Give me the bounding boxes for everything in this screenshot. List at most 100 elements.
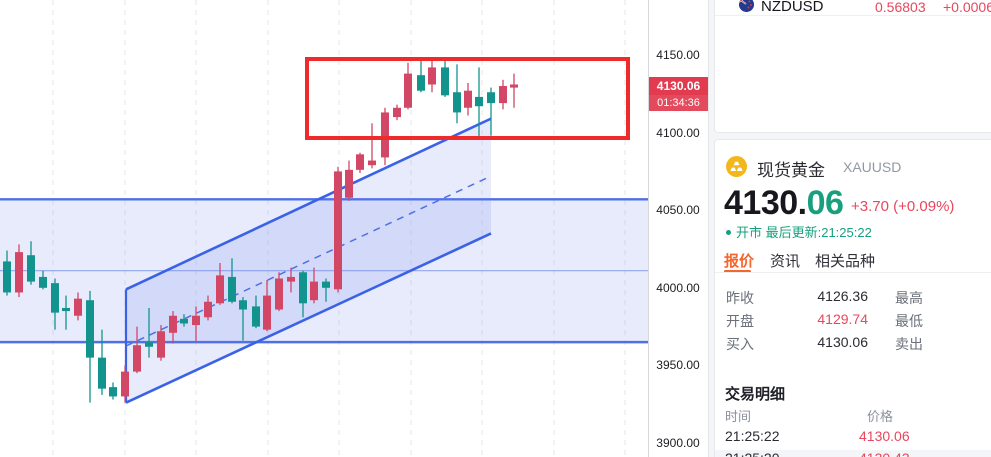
instrument-panel: 现货黄金 XAUUSD 4130.06 +3.70 (+0.09%) 开市 最后… xyxy=(714,139,991,457)
tab-news[interactable]: 资讯 xyxy=(770,253,801,270)
candle-body xyxy=(322,281,330,288)
candle-body xyxy=(453,92,461,113)
active-tab-underline xyxy=(724,270,751,273)
panel-tabs: 报价 资讯 相关品种 xyxy=(715,250,991,273)
price-tick-label: 4150.00 xyxy=(656,48,700,62)
open-status-dot xyxy=(726,230,731,235)
price-change: +3.70 (+0.09%) xyxy=(851,198,955,215)
candle-body xyxy=(204,301,212,318)
last-price: 4130.06 xyxy=(724,184,844,223)
candle-body xyxy=(180,318,188,324)
candles-group[interactable] xyxy=(3,58,518,403)
market-status-text: 开市 最后更新:21:25:22 xyxy=(736,225,872,240)
price-tick-label: 3900.00 xyxy=(656,436,700,450)
watchlist-symbol: NZDUSD xyxy=(761,0,824,15)
trades-col-price: 价格 xyxy=(867,409,894,424)
candlestick-chart[interactable] xyxy=(0,0,648,457)
candle-body xyxy=(39,276,47,288)
candle-body xyxy=(74,298,82,316)
last-price-int: 4130. xyxy=(724,184,807,222)
quote-value: 4130.06 xyxy=(817,334,868,350)
candle-body xyxy=(239,300,247,310)
badge-countdown-label: 01:34:36 xyxy=(649,94,708,111)
candle-body xyxy=(499,86,507,104)
candle-body xyxy=(393,107,401,118)
candle-body xyxy=(428,67,436,85)
candle-body xyxy=(263,295,271,330)
tab-quote[interactable]: 报价 xyxy=(724,253,755,270)
quote-label: 买入 xyxy=(726,336,754,352)
candle-body xyxy=(192,315,200,326)
candle-body xyxy=(381,112,389,158)
channel-top-line xyxy=(125,117,492,291)
current-price-badge: 4130.06 01:34:36 xyxy=(649,76,708,111)
candle-body xyxy=(15,252,23,293)
trade-time: 21:25:22 xyxy=(725,428,780,444)
tab-related[interactable]: 相关品种 xyxy=(815,253,876,270)
last-price-frac: 06 xyxy=(806,184,844,222)
sidebar-region: NZDUSD 0.56803 +0.00065 现货黄金 XAUUSD 4130… xyxy=(708,0,991,457)
trade-price: 4130.06 xyxy=(859,428,910,444)
candle-body xyxy=(356,154,364,170)
watchlist-price: 0.56803 xyxy=(875,0,926,15)
trade-time: 21:25:20 xyxy=(725,450,780,457)
candle-body xyxy=(417,75,425,91)
candle-body xyxy=(334,171,342,290)
price-axis[interactable]: 4150.00 4100.00 4050.00 4000.00 3950.00 3900.… xyxy=(648,0,708,457)
candle-body xyxy=(133,345,141,372)
candle-body xyxy=(310,281,318,301)
candle-body xyxy=(287,276,295,282)
trade-price: 4130.43 xyxy=(859,450,910,457)
candle-body xyxy=(441,67,449,96)
candle-body xyxy=(62,307,70,312)
badge-price-label: 4130.06 xyxy=(656,78,701,93)
market-status: 开市 最后更新:21:25:22 xyxy=(726,222,872,241)
trade-row: 21:25:22 4130.06 xyxy=(715,428,991,448)
candle-body xyxy=(216,275,224,304)
candle-body xyxy=(475,96,483,107)
instrument-name: 现货黄金 xyxy=(757,161,825,180)
candle-body xyxy=(145,342,153,347)
trades-col-time: 时间 xyxy=(725,409,752,424)
candle-body xyxy=(27,255,35,282)
quote-label: 昨收 xyxy=(726,290,754,306)
quote-value: 4129.74 xyxy=(817,311,868,327)
quote-label-2: 最低 xyxy=(895,313,923,329)
candle-body xyxy=(157,331,165,358)
candle-body xyxy=(275,278,283,310)
tabs-divider xyxy=(715,272,991,273)
instrument-symbol: XAUUSD xyxy=(843,159,902,175)
quote-row: 开盘 4129.74 最低 xyxy=(715,311,991,329)
channel-mid-dashed-line xyxy=(125,175,492,347)
candle-body xyxy=(228,276,236,302)
candle-body xyxy=(404,73,412,108)
watchlist-item-nzdusd[interactable]: NZDUSD 0.56803 +0.00065 xyxy=(715,0,991,16)
candle-body xyxy=(169,315,177,333)
watchlist-panel: NZDUSD 0.56803 +0.00065 xyxy=(714,0,991,133)
quote-label-2: 卖出 xyxy=(895,336,923,352)
candle-body xyxy=(345,169,353,198)
price-tick-label: 4000.00 xyxy=(656,280,700,295)
candle-body xyxy=(3,261,11,293)
candle-body xyxy=(51,283,59,313)
channel-bottom-line xyxy=(125,232,492,404)
price-tick-label: 4100.00 xyxy=(656,125,700,140)
price-tick-label: 4050.00 xyxy=(656,203,700,218)
candle-body xyxy=(510,84,518,88)
trade-row: 21:25:20 4130.43 xyxy=(715,450,991,457)
quote-value: 4126.36 xyxy=(817,288,868,304)
candle-body xyxy=(252,306,260,327)
candle-body xyxy=(86,300,94,358)
candle-body xyxy=(368,160,376,166)
price-chart-region[interactable] xyxy=(0,0,648,457)
candle-body xyxy=(464,90,472,108)
candle-body xyxy=(121,371,129,397)
candle-body xyxy=(109,387,117,397)
quote-row: 昨收 4126.36 最高 xyxy=(715,288,991,306)
candle-body xyxy=(98,357,106,389)
nz-flag-icon xyxy=(739,0,754,12)
candle-body xyxy=(299,272,307,304)
candle-body xyxy=(487,92,495,104)
price-tick-label: 3950.00 xyxy=(656,358,700,373)
